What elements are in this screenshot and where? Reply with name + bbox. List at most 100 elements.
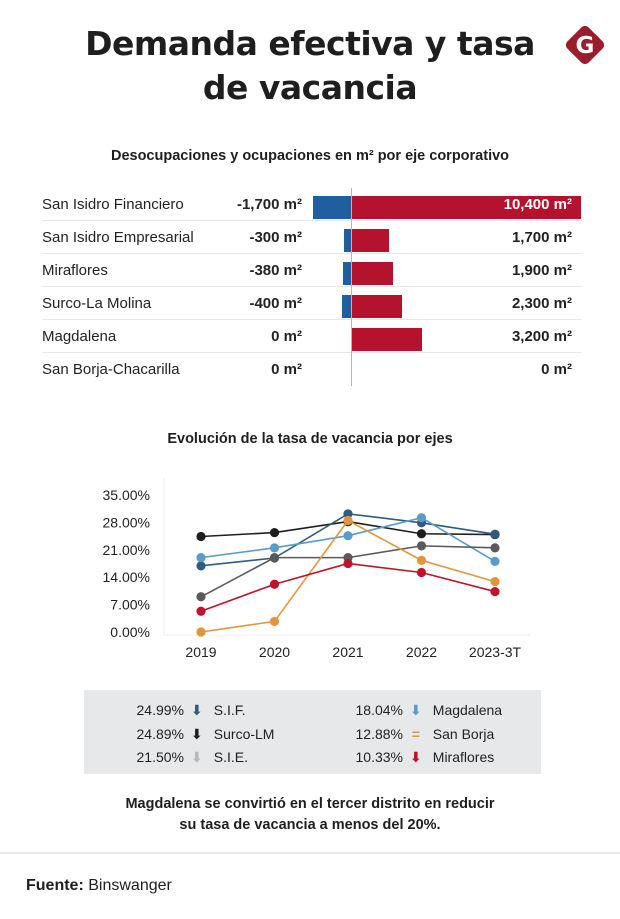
data-point xyxy=(416,541,427,551)
bar-positive xyxy=(351,295,402,318)
legend-label: S.I.E. xyxy=(213,749,249,765)
data-point xyxy=(269,616,280,627)
arrow-down-icon: ⬇ xyxy=(191,749,203,765)
legend-item-miraflores: 10.33% ⬇ Miraflores xyxy=(339,747,495,767)
data-point xyxy=(416,555,427,565)
x-tick-label: 2021 xyxy=(332,644,363,660)
legend-label: Magdalena xyxy=(432,702,503,718)
divider xyxy=(0,852,620,854)
bar-row: San Isidro Empresarial -300 m² 1,700 m² xyxy=(42,221,582,254)
category-label: San Isidro Financiero xyxy=(42,196,184,213)
legend-item-sif: 24.99% ⬇ S.I.F. xyxy=(120,700,246,720)
source-value: Binswanger xyxy=(88,877,172,894)
bar-row: Magdalena 0 m² 3,200 m² xyxy=(42,320,582,353)
negative-value-label: -400 m² xyxy=(249,295,302,312)
title-line-2: de vacancia xyxy=(202,68,418,107)
data-point xyxy=(269,543,280,553)
data-point xyxy=(196,561,206,571)
y-tick-label: 21.00% xyxy=(103,542,150,558)
negative-value-label: -1,700 m² xyxy=(236,196,302,213)
legend-value: 24.89% xyxy=(136,726,184,742)
positive-value-label: 3,200 m² xyxy=(511,328,572,345)
data-point xyxy=(343,515,353,526)
data-point xyxy=(343,558,353,569)
category-label: Miraflores xyxy=(42,262,108,279)
y-tick-label: 28.00% xyxy=(103,514,150,530)
logo-letter: G xyxy=(576,33,595,59)
data-point xyxy=(490,543,500,553)
bar-negative xyxy=(344,229,351,252)
arrow-down-icon: ⬇ xyxy=(410,702,422,718)
category-label: San Isidro Empresarial xyxy=(42,229,194,246)
bar-positive xyxy=(351,328,422,351)
x-tick-label: 2019 xyxy=(185,644,216,660)
legend-label: San Borja xyxy=(432,726,495,742)
data-point xyxy=(269,527,280,538)
equal-icon: = xyxy=(411,726,420,742)
arrow-down-icon: ⬇ xyxy=(410,749,422,765)
data-point xyxy=(490,576,500,587)
data-point xyxy=(490,556,500,566)
arrow-down-icon: ⬇ xyxy=(191,726,203,742)
legend-value: 18.04% xyxy=(355,702,403,718)
bar-positive xyxy=(351,262,394,285)
row-separator xyxy=(42,286,582,287)
row-separator xyxy=(42,352,582,353)
legend-value: 12.88% xyxy=(355,726,403,742)
positive-value-label: 2,300 m² xyxy=(511,295,572,312)
bar-positive xyxy=(351,196,581,219)
source-label: Fuente: xyxy=(26,877,84,894)
data-point xyxy=(416,513,427,523)
line-chart-title: Evolución de la tasa de vacancia por eje… xyxy=(167,431,453,447)
title-line-1: Demanda efectiva y tasa xyxy=(85,24,535,63)
row-separator xyxy=(42,220,582,221)
bar-positive xyxy=(351,229,389,252)
page-title: Demanda efectiva y tasa de vacancia xyxy=(0,22,620,110)
bar-chart-title: Desocupaciones y ocupaciones en m² por e… xyxy=(110,148,510,164)
y-tick-label: 14.00% xyxy=(103,569,150,585)
line-chart: 0.00% 7.00% 14.00% 21.00% 28.00% 35.00% 2019 20… xyxy=(103,478,530,660)
negative-value-label: 0 m² xyxy=(271,361,302,378)
positive-value-label: 10,400 m² xyxy=(503,196,572,213)
legend-label: S.I.F. xyxy=(213,702,246,718)
row-separator xyxy=(42,319,582,320)
source-credit: Fuente: Binswanger xyxy=(26,877,172,895)
bar-negative xyxy=(342,262,351,285)
row-separator xyxy=(42,253,582,254)
category-label: Magdalena xyxy=(42,328,117,345)
arrow-down-icon: ⬇ xyxy=(191,702,203,718)
legend-label: Surco-LM xyxy=(213,726,275,742)
footnote-line-1: Magdalena se convirtió en el tercer dist… xyxy=(125,796,495,812)
data-point xyxy=(196,553,206,563)
legend-value: 21.50% xyxy=(136,749,184,765)
positive-value-label: 1,700 m² xyxy=(511,229,572,246)
negative-value-label: -300 m² xyxy=(249,229,302,246)
positive-value-label: 0 m² xyxy=(541,361,572,378)
y-tick-label: 7.00% xyxy=(110,597,150,613)
x-tick-label: 2020 xyxy=(259,644,290,660)
logo-diamond xyxy=(565,25,605,65)
y-tick-label: 0.00% xyxy=(110,624,150,640)
data-point xyxy=(196,592,206,602)
legend-item-magdalena: 18.04% ⬇ Magdalena xyxy=(339,700,503,720)
x-tick-label: 2022 xyxy=(406,644,437,660)
data-point xyxy=(490,586,500,597)
data-point xyxy=(269,553,280,563)
data-point xyxy=(490,529,500,539)
data-point xyxy=(196,606,206,616)
data-point xyxy=(196,531,206,542)
data-point xyxy=(196,627,206,637)
footnote-line-2: su tasa de vacancia a menos del 20%. xyxy=(179,817,441,833)
category-label: San Borja-Chacarilla xyxy=(42,361,180,378)
y-tick-label: 35.00% xyxy=(103,487,150,503)
data-point xyxy=(343,509,353,519)
legend-value: 10.33% xyxy=(355,749,403,765)
data-point xyxy=(416,529,427,539)
bar-chart-zero-axis xyxy=(351,188,352,386)
series-line-miraflores xyxy=(200,562,496,613)
brand-logo-icon: G xyxy=(565,25,605,65)
category-label: Surco-La Molina xyxy=(42,295,152,312)
bar-row: Surco-La Molina -400 m² 2,300 m² xyxy=(42,287,582,320)
data-point xyxy=(269,579,280,589)
bar-row: San Isidro Financiero -1,700 m² 10,400 m² xyxy=(42,188,582,221)
